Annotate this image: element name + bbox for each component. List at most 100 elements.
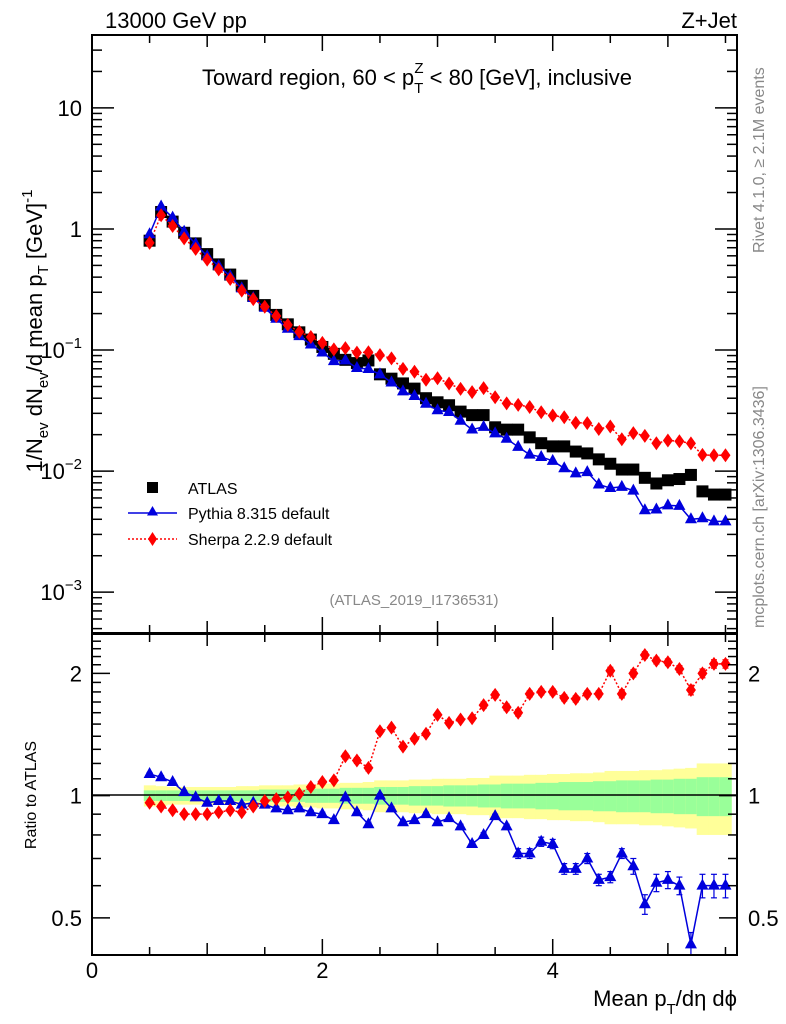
sherpa-main-point xyxy=(202,252,213,267)
sherpa-main-point xyxy=(478,381,489,396)
pythia-ratio-point xyxy=(201,795,214,807)
pythia-ratio-point xyxy=(362,817,375,829)
sherpa-ratio-point xyxy=(501,700,512,715)
sherpa-ratio-point xyxy=(639,647,650,662)
sherpa-ratio-point xyxy=(363,760,374,775)
atlas-data-point xyxy=(696,485,709,498)
atlas-data-point xyxy=(581,447,594,460)
plot-title-sup: Z xyxy=(414,60,423,77)
plot-title-pre: Toward region, 60 < p xyxy=(202,65,414,90)
legend: ATLAS Pythia 8.315 default Sherpa 2.2.9 … xyxy=(128,481,333,549)
sherpa-ratio-point xyxy=(593,686,604,701)
band-inner-segment xyxy=(500,783,513,809)
sherpa-ratio-point xyxy=(340,749,351,764)
sherpa-ratio-point xyxy=(259,793,270,808)
tick-label-base: 10 xyxy=(40,580,64,605)
xlabel-post: /dη dϕ xyxy=(676,986,737,1011)
sherpa-main-point xyxy=(259,299,270,314)
ylabel-b-sub: ev xyxy=(35,372,52,388)
sherpa-ratio-point xyxy=(524,686,535,701)
sherpa-main-point xyxy=(317,335,328,350)
sherpa-ratio-point xyxy=(144,795,155,810)
main-y-tick-label: 10−3 xyxy=(40,577,82,605)
atlas-data-point xyxy=(466,409,479,422)
sherpa-ratio-point xyxy=(225,803,236,818)
tick-label-exponent: −2 xyxy=(65,456,82,473)
pythia-main-point xyxy=(500,431,513,443)
atlas-data-point xyxy=(535,437,548,450)
pythia-ratio-point xyxy=(512,846,525,858)
atlas-data-point xyxy=(650,477,663,490)
main-y-tick-label: 10 xyxy=(58,96,82,121)
sherpa-main-point xyxy=(190,241,201,256)
band-inner-segment xyxy=(385,786,398,805)
legend-item-pythia: Pythia 8.315 default xyxy=(128,506,330,523)
sherpa-main-point xyxy=(282,317,293,332)
x-tick-label: 0 xyxy=(86,958,98,983)
pythia-ratio-point xyxy=(638,897,651,909)
pythia-main-point xyxy=(604,481,617,493)
pythia-ratio-point xyxy=(569,861,582,873)
pythia-ratio-point xyxy=(661,872,674,884)
sherpa-ratio-point xyxy=(317,775,328,790)
pythia-ratio-point xyxy=(466,836,479,848)
x-tick-label: 2 xyxy=(316,958,328,983)
sherpa-main-point xyxy=(720,448,731,463)
main-y-tick-label: 10−2 xyxy=(40,456,82,484)
mcplots-label: mcplots.cern.ch [arXiv:1306.3436] xyxy=(751,386,768,628)
band-inner-segment xyxy=(466,785,479,807)
sherpa-ratio-point xyxy=(432,707,443,722)
pythia-ratio-point xyxy=(604,870,617,882)
sherpa-ratio-point xyxy=(605,663,616,678)
pythia-ratio-point xyxy=(431,815,444,827)
sherpa-main-point xyxy=(651,436,662,451)
ratio-y-tick-label-right: 2 xyxy=(748,661,760,686)
sherpa-main-point xyxy=(616,432,627,447)
band-inner-segment xyxy=(362,787,375,804)
header-process-label: Z+Jet xyxy=(681,8,737,33)
band-inner-segment xyxy=(696,777,709,817)
atlas-data-point xyxy=(569,445,582,458)
tick-label-exponent: −3 xyxy=(65,577,82,594)
band-inner-segment xyxy=(408,786,421,806)
atlas-data-point xyxy=(362,354,375,367)
ratio-y-axis-label: Ratio to ATLAS xyxy=(23,741,40,849)
sherpa-main-point xyxy=(305,330,316,345)
sherpa-main-point xyxy=(467,385,478,400)
band-inner-segment xyxy=(558,782,571,811)
pythia-ratio-point xyxy=(281,803,294,815)
pythia-main-point xyxy=(362,362,375,374)
pythia-main-point xyxy=(155,199,168,211)
pythia-main-point xyxy=(454,413,467,425)
band-inner-segment xyxy=(523,783,536,809)
band-inner-segment xyxy=(431,786,444,806)
band-inner-segment xyxy=(639,780,652,813)
band-inner-segment xyxy=(673,778,686,815)
band-inner-segment xyxy=(351,787,364,804)
pythia-ratio-point xyxy=(373,788,386,800)
pythia-main-point xyxy=(523,447,536,459)
sherpa-ratio-point xyxy=(397,739,408,754)
pythia-ratio-point xyxy=(650,875,663,887)
sherpa-ratio-point xyxy=(467,711,478,726)
pythia-ratio-point xyxy=(293,801,306,813)
sherpa-ratio-point xyxy=(271,792,282,807)
sherpa-ratio-point xyxy=(559,690,570,705)
sherpa-ratio-point xyxy=(179,807,190,822)
pythia-main-point xyxy=(408,388,421,400)
sherpa-ratio-point xyxy=(536,684,547,699)
sherpa-main-point xyxy=(697,447,708,462)
sherpa-ratio-point xyxy=(685,682,696,697)
pythia-main-point xyxy=(627,483,640,495)
header-energy-label: 13000 GeV pp xyxy=(105,8,247,33)
sherpa-main-point xyxy=(444,376,455,391)
tick-label-exponent: −1 xyxy=(65,335,82,352)
pythia-main-point xyxy=(385,375,398,387)
sherpa-main-point xyxy=(363,345,374,360)
pythia-main-point xyxy=(592,477,605,489)
atlas-data-point xyxy=(592,453,605,466)
atlas-data-point xyxy=(500,423,513,436)
pythia-ratio-point xyxy=(304,805,317,817)
sherpa-main-point xyxy=(639,428,650,443)
